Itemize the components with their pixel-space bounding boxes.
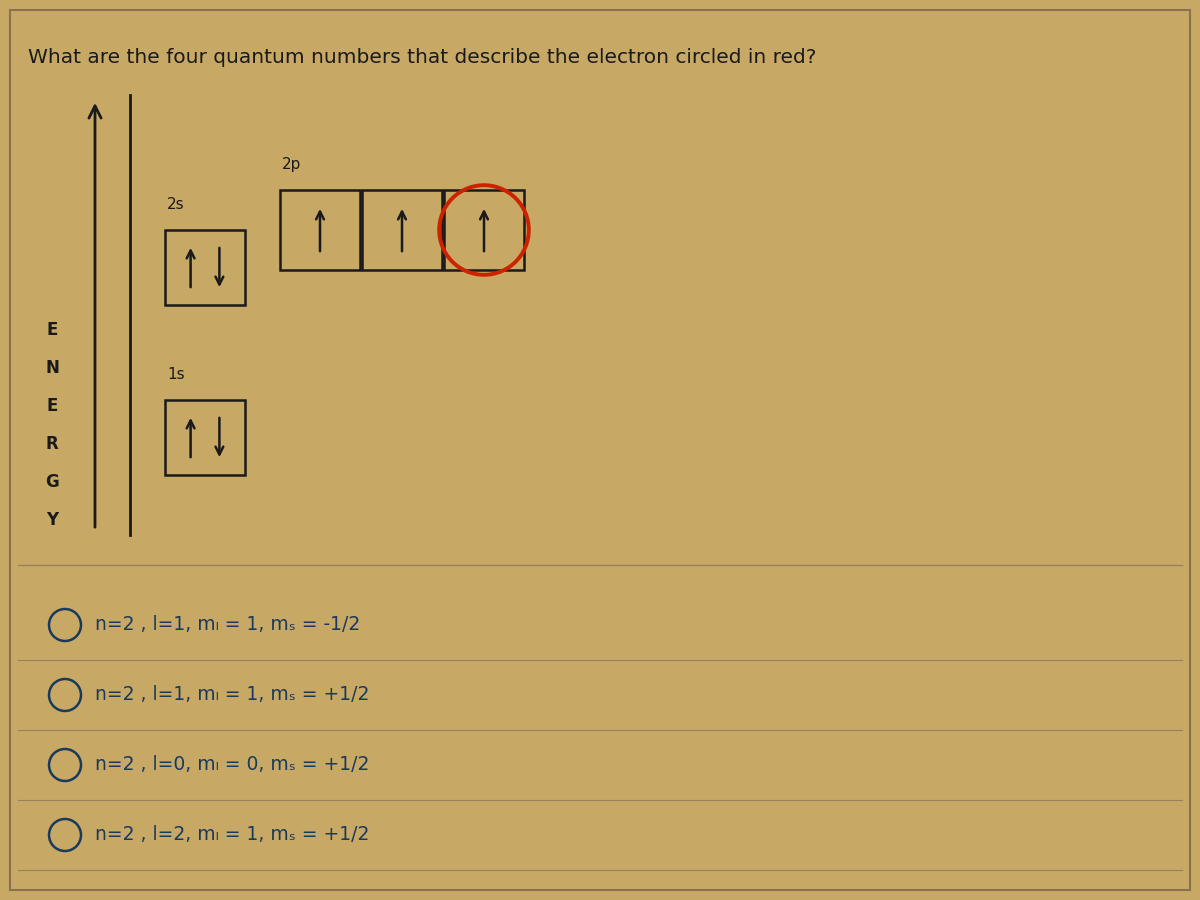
Text: E: E xyxy=(47,321,58,339)
Bar xyxy=(166,230,245,305)
Bar xyxy=(280,190,360,270)
Bar xyxy=(166,400,245,475)
Text: What are the four quantum numbers that describe the electron circled in red?: What are the four quantum numbers that d… xyxy=(28,48,816,67)
Text: n=2 , l=2, mₗ = 1, mₛ = +1/2: n=2 , l=2, mₗ = 1, mₛ = +1/2 xyxy=(95,825,370,844)
Text: Y: Y xyxy=(46,511,58,529)
Text: n=2 , l=1, mₗ = 1, mₛ = -1/2: n=2 , l=1, mₗ = 1, mₛ = -1/2 xyxy=(95,616,360,634)
Bar xyxy=(444,190,524,270)
Bar xyxy=(362,190,442,270)
Text: N: N xyxy=(46,359,59,377)
Text: R: R xyxy=(46,435,59,453)
Text: 2s: 2s xyxy=(167,197,185,212)
Text: E: E xyxy=(47,397,58,415)
Text: n=2 , l=1, mₗ = 1, mₛ = +1/2: n=2 , l=1, mₗ = 1, mₛ = +1/2 xyxy=(95,686,370,705)
Text: G: G xyxy=(46,473,59,491)
Text: n=2 , l=0, mₗ = 0, mₛ = +1/2: n=2 , l=0, mₗ = 0, mₛ = +1/2 xyxy=(95,755,370,775)
Text: 2p: 2p xyxy=(282,157,301,172)
Text: 1s: 1s xyxy=(167,367,185,382)
